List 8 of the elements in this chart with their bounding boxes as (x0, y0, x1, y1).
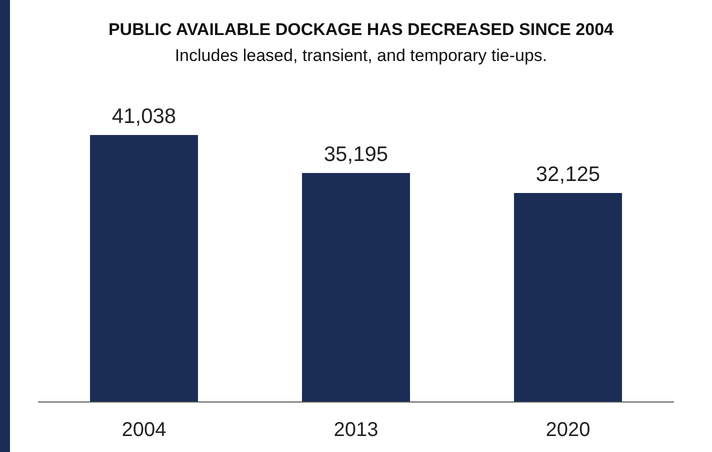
x-tick-label: 2004 (122, 419, 166, 442)
x-tick-label: 2013 (334, 419, 378, 442)
data-label: 35,195 (324, 143, 388, 166)
chart-title: PUBLIC AVAILABLE DOCKAGE HAS DECREASED SINCE 2004 (107, 20, 615, 40)
x-tick-label: 2020 (546, 419, 590, 442)
data-label: 32,125 (536, 162, 600, 186)
data-label: 41,038 (112, 105, 176, 128)
chart-subtitle: Includes leased, transient, and temporary tie-ups. (174, 46, 548, 66)
